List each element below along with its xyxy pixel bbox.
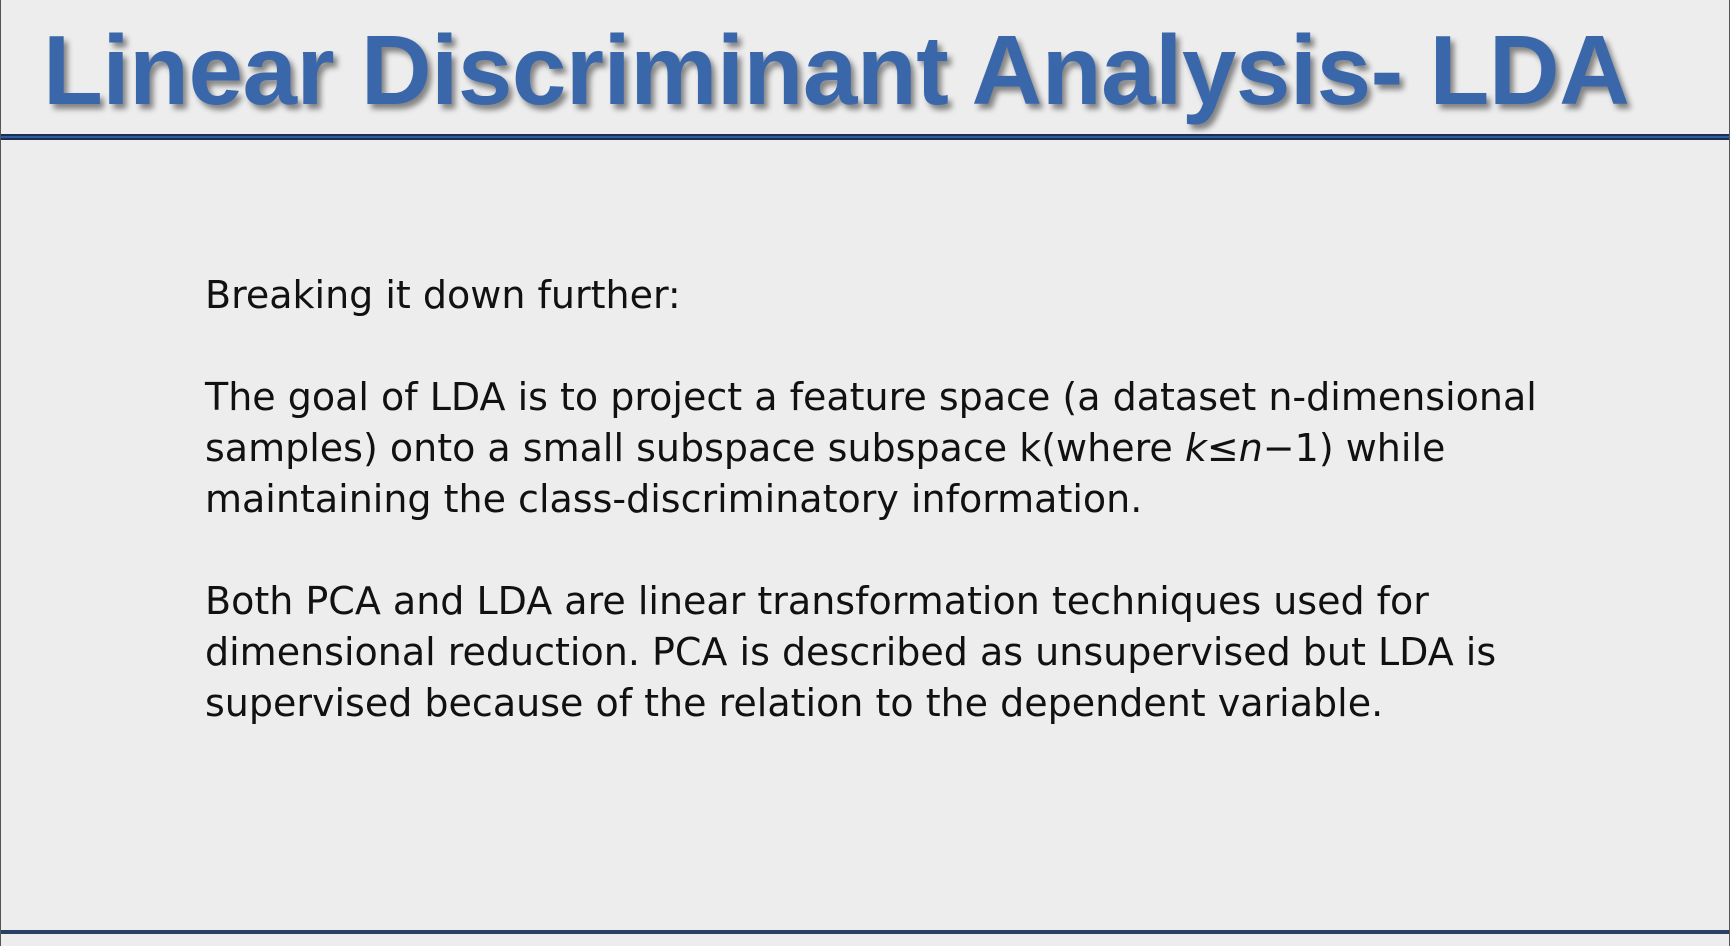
intro-text: Breaking it down further: <box>205 273 681 317</box>
goal-text-part2: ) while maintaining the class-discrimina… <box>205 426 1446 521</box>
comparison-paragraph: Both PCA and LDA are linear transformati… <box>205 579 1497 725</box>
minus-one: −1 <box>1262 426 1319 470</box>
k-symbol: k <box>1184 426 1207 470</box>
slide-title: Linear Discriminant Analysis- LDA <box>43 15 1630 125</box>
title-divider <box>1 134 1729 140</box>
goal-text-part1: The goal of LDA is to project a feature … <box>205 375 1537 470</box>
slide-body: Breaking it down further: The goal of LD… <box>205 270 1645 780</box>
n-symbol: n <box>1238 426 1263 470</box>
leq-symbol: ≤ <box>1206 426 1239 470</box>
goal-paragraph: The goal of LDA is to project a feature … <box>205 372 1645 525</box>
bottom-divider <box>1 930 1729 934</box>
